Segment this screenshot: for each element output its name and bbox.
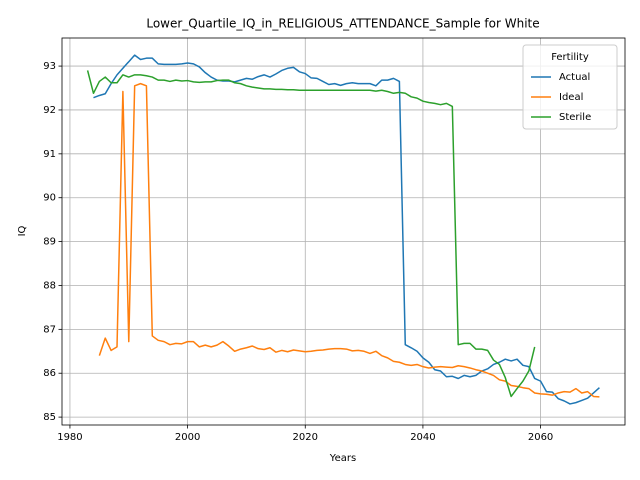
x-tick-label: 2060 (528, 432, 553, 443)
y-tick-label: 92 (43, 105, 56, 116)
y-tick-label: 93 (43, 61, 56, 72)
y-axis-label: IQ (17, 225, 28, 236)
axes-frame (61, 37, 626, 426)
x-tick-label: 2040 (410, 432, 435, 443)
y-tick-label: 87 (43, 324, 56, 335)
line (98, 82, 600, 398)
line (93, 54, 600, 405)
y-tick-label: 91 (43, 149, 56, 160)
x-axis-label: Years (329, 453, 356, 464)
y-tick-label: 88 (43, 280, 56, 291)
y-tick-label: 85 (43, 412, 56, 423)
line (86, 70, 536, 398)
x-tick-label: 2000 (175, 432, 200, 443)
legend-label: Sterile (559, 112, 591, 123)
y-tick-label: 89 (43, 237, 56, 248)
x-tick-label: 1980 (57, 432, 82, 443)
legend-label: Ideal (559, 92, 583, 103)
y-tick-label: 90 (43, 193, 56, 204)
y-tick-label: 86 (43, 368, 56, 379)
legend-label: Actual (559, 72, 590, 83)
legend-title: Fertility (551, 52, 589, 63)
x-tick-label: 2020 (293, 432, 318, 443)
chart-title: Lower_Quartile_IQ_in_RELIGIOUS_ATTENDANC… (146, 17, 539, 31)
legend-box (522, 44, 618, 130)
